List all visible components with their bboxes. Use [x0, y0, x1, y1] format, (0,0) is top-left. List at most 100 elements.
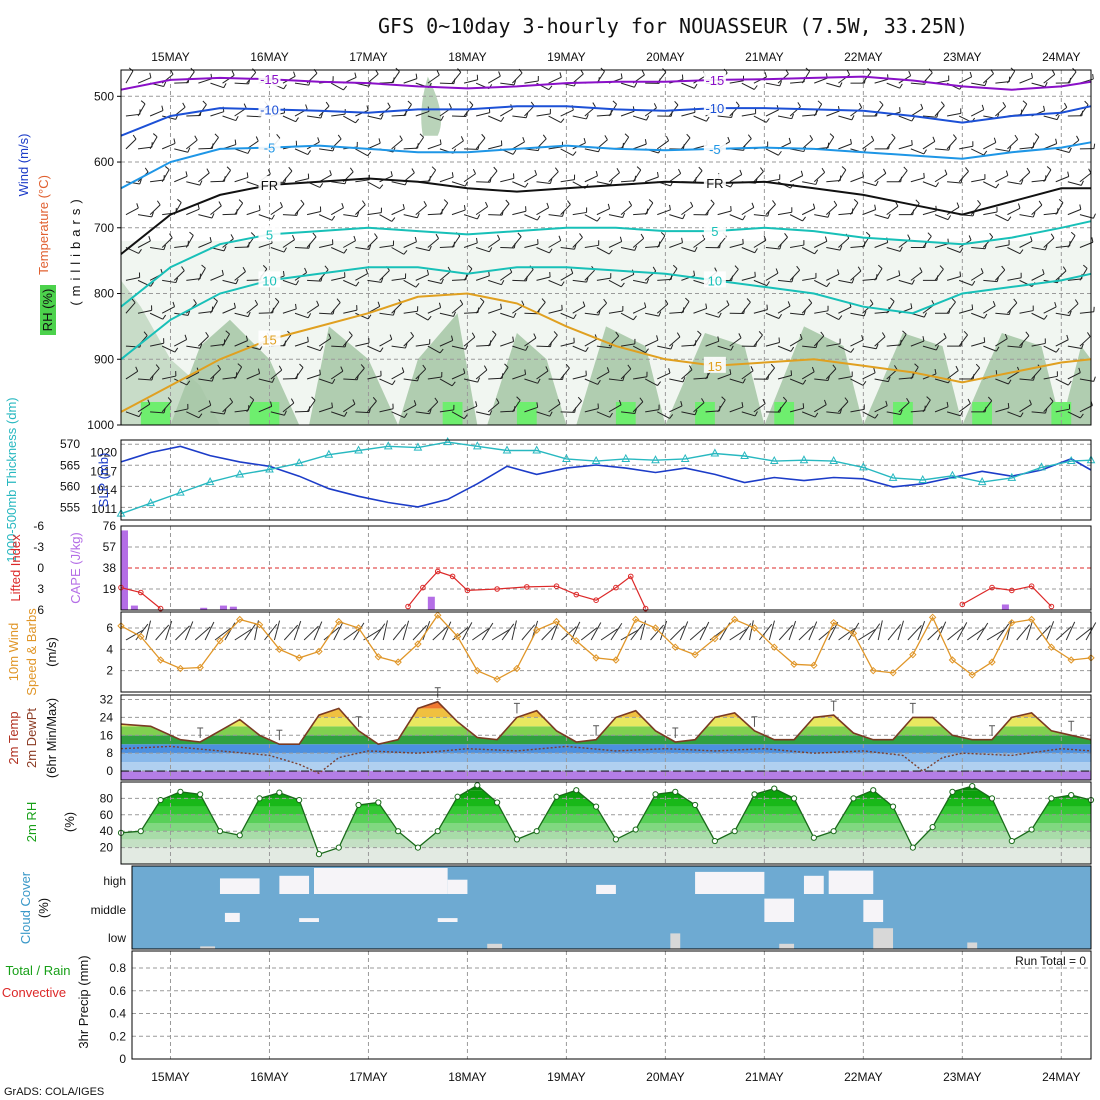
surface-wind-barb [224, 622, 236, 641]
wind-barb [1044, 82, 1048, 87]
cape-tick-label: 57 [103, 540, 117, 554]
wind-barb [211, 213, 215, 219]
wind-barb [965, 167, 969, 172]
wind-barb [927, 232, 932, 237]
wind-barb [419, 133, 424, 138]
wind-barb [857, 266, 862, 272]
wind-barb [620, 282, 625, 288]
thickness-marker [888, 472, 898, 481]
wind-barb [185, 71, 195, 84]
wind-barb [185, 235, 194, 248]
wind-barb [161, 169, 170, 183]
wind-barb [319, 407, 333, 413]
wind-barb [152, 133, 158, 138]
wind-barb [372, 396, 377, 402]
wind-barb [838, 115, 852, 121]
wind-barb [1062, 266, 1067, 272]
surface-wind-barb [650, 624, 665, 641]
wind-barb [1079, 204, 1082, 210]
wind-barb [739, 169, 743, 175]
wind-barb [584, 312, 599, 316]
wind-barb [1007, 371, 1020, 380]
wind-barb [765, 82, 780, 87]
wind-barb [318, 174, 332, 183]
axis-label-temp: 2m Temp [6, 711, 21, 764]
wind-barb [391, 181, 406, 186]
wind-barb [995, 214, 1009, 222]
wind-speed-marker [1008, 618, 1016, 627]
wind-barb [753, 239, 767, 248]
wind-barb [1038, 200, 1043, 206]
temp-band [121, 717, 1091, 727]
li-line [962, 585, 1052, 607]
wind-barb [463, 368, 466, 374]
wind-barb [367, 279, 382, 283]
wind-barb [331, 345, 346, 348]
wind-barb [341, 202, 344, 209]
wind-barb [150, 411, 165, 414]
wind-barb [450, 335, 454, 341]
wind-barb [149, 136, 158, 150]
wind-barb [464, 312, 479, 314]
axis-label-rh: RH (%) [40, 289, 55, 332]
wind-barb [549, 178, 553, 184]
wind-barb [874, 214, 889, 219]
surface-wind-barb [412, 625, 427, 641]
wind-barb [199, 343, 203, 349]
wind-barb [355, 118, 360, 124]
wind-barb [596, 71, 605, 84]
wind-barb [524, 337, 537, 347]
wind-barb [367, 375, 382, 380]
wind-barb [536, 113, 551, 117]
wind-barb [958, 334, 968, 347]
wind-barb [729, 243, 744, 248]
wind-barb [451, 345, 466, 350]
wind-barb [495, 398, 500, 404]
wind-barb [439, 202, 449, 215]
wind-barb [536, 247, 550, 254]
wind-barb [826, 110, 840, 117]
cloud-block [764, 898, 795, 922]
wind-barb [874, 336, 886, 347]
wind-barb [562, 211, 565, 217]
wind-barb [1031, 368, 1042, 380]
wind-barb [890, 297, 895, 302]
wind-barb [163, 81, 167, 87]
wind-barb [634, 408, 637, 414]
wind-barb [789, 338, 803, 347]
surface-wind-barb [402, 620, 410, 641]
wind-barb [140, 100, 146, 105]
wind-speed-marker [295, 654, 303, 662]
wind-barb [652, 266, 657, 272]
thickness-marker [443, 437, 452, 446]
wind-barb [681, 137, 691, 150]
wind-barb [584, 269, 595, 281]
thickness-marker [829, 455, 838, 465]
wind-barb [177, 198, 182, 203]
wind-barb [995, 174, 1009, 183]
wind-speed-marker [255, 621, 264, 629]
cloud-block [828, 870, 874, 894]
wind-barb [331, 181, 346, 185]
wind-barb [560, 342, 575, 347]
wind-barb [172, 301, 176, 307]
wind-barb [307, 336, 309, 342]
wind-barb [522, 137, 525, 143]
wind-barb [914, 363, 919, 368]
wind-barb [331, 113, 346, 117]
surface-wind-barb [135, 623, 149, 641]
wind-barb [777, 305, 791, 314]
wind-barb [657, 411, 670, 419]
wind-barb [585, 347, 589, 352]
wind-barb [377, 301, 381, 307]
wind-barb [1043, 74, 1056, 84]
wind-barb [656, 171, 659, 178]
wind-barb [353, 235, 357, 241]
wind-barb [717, 115, 732, 118]
wind-barb [217, 364, 221, 370]
wind-barb [242, 266, 246, 272]
wind-barb [615, 331, 620, 337]
wind-barb [1008, 146, 1012, 152]
wind-barb [367, 181, 380, 189]
thickness-marker [324, 449, 334, 458]
